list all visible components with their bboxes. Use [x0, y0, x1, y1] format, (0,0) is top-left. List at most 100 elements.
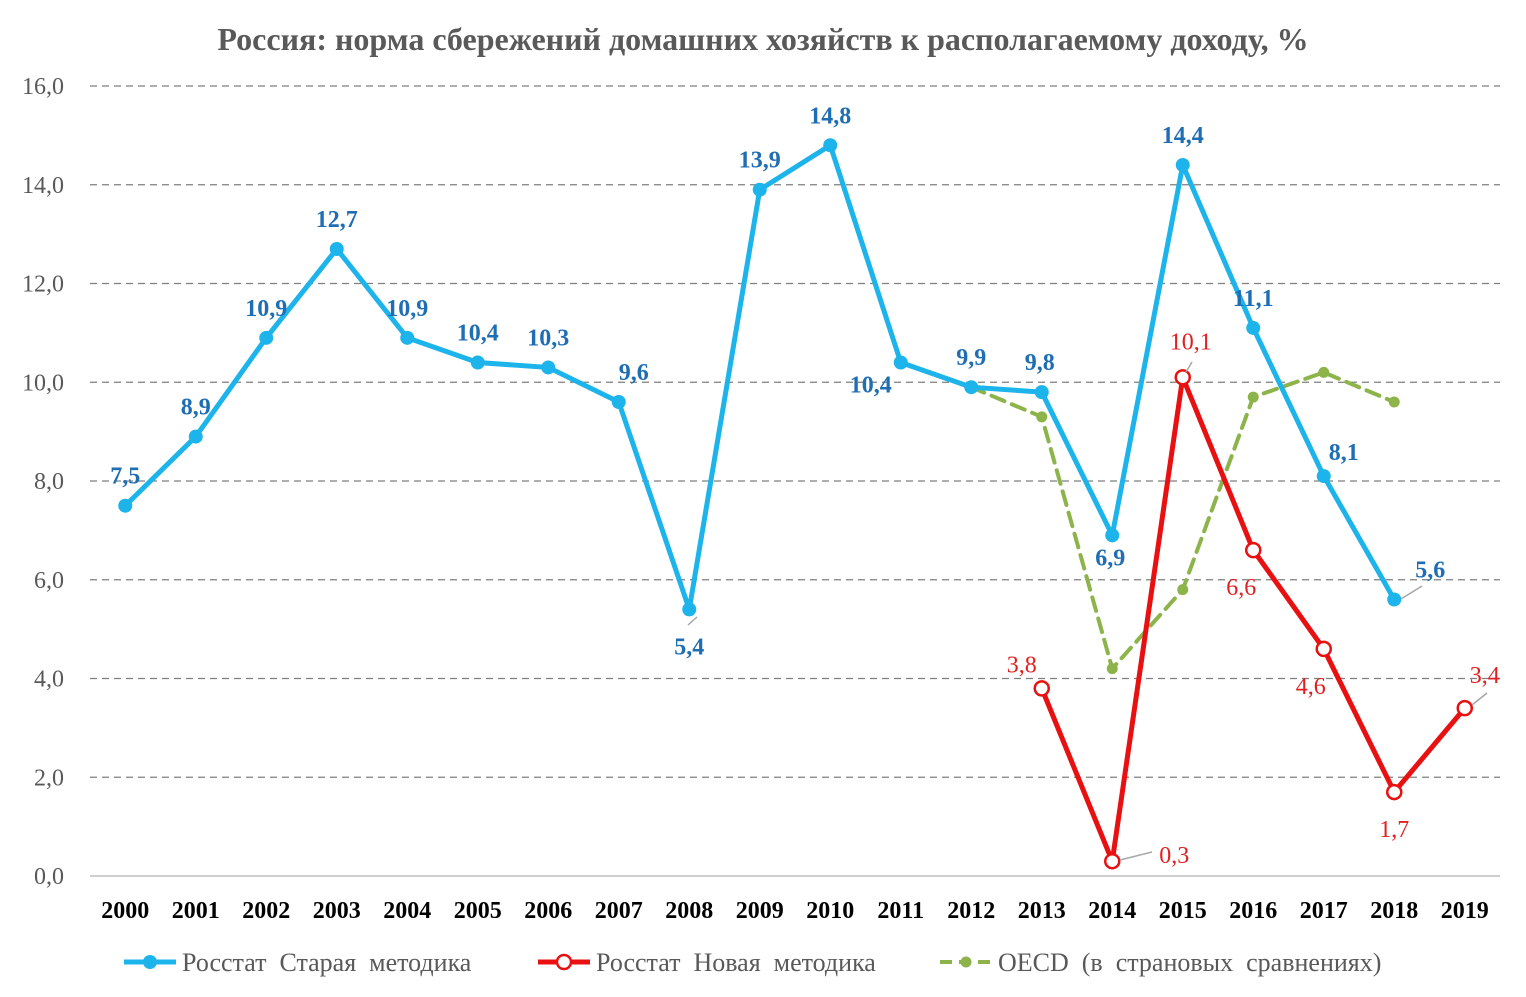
y-tick-label: 2,0	[34, 765, 64, 791]
data-point	[1316, 469, 1331, 484]
x-tick-label: 2018	[1370, 898, 1418, 924]
data-point	[1177, 584, 1189, 596]
data-label: 13,9	[739, 148, 781, 174]
y-tick-label: 0,0	[34, 864, 64, 890]
x-tick-label: 2002	[242, 898, 290, 924]
data-label: 10,1	[1170, 329, 1212, 355]
y-tick-label: 10,0	[22, 370, 64, 396]
x-tick-label: 2010	[806, 898, 854, 924]
data-label: 6,6	[1226, 575, 1256, 601]
data-label: 10,9	[245, 296, 287, 322]
x-tick-label: 2008	[665, 898, 713, 924]
data-point	[1034, 385, 1049, 400]
data-label: 1,7	[1379, 817, 1409, 843]
x-tick-label: 2013	[1018, 898, 1066, 924]
data-point	[1174, 369, 1191, 386]
data-point	[752, 182, 767, 197]
x-tick-label: 2016	[1229, 898, 1277, 924]
data-point	[188, 429, 203, 444]
data-point	[1033, 680, 1050, 697]
series-1	[1033, 369, 1473, 870]
data-point	[1245, 541, 1262, 559]
data-point	[1387, 592, 1402, 607]
data-point	[682, 602, 697, 617]
data-label: 6,9	[1095, 545, 1125, 571]
data-point	[470, 355, 485, 370]
data-point	[118, 498, 133, 513]
chart-title: Россия: норма сбережений домашних хозяйс…	[217, 21, 1308, 57]
data-label: 14,4	[1162, 123, 1204, 149]
x-tick-label: 2014	[1088, 898, 1136, 924]
x-tick-label: 2011	[877, 898, 924, 924]
x-axis: 2000 2001 2002 2003 2004 2005 2006 2007 2008 2009…	[90, 875, 1500, 924]
data-point	[1247, 391, 1259, 403]
x-tick-label: 2007	[595, 898, 643, 924]
data-label: 10,4	[850, 373, 892, 399]
series-layer	[118, 138, 1473, 870]
y-tick-label: 6,0	[34, 568, 64, 594]
series-line	[969, 370, 1397, 671]
series-0	[118, 138, 1402, 617]
data-point	[541, 360, 556, 375]
data-point	[1104, 852, 1121, 870]
data-label: 5,4	[674, 634, 704, 660]
legend-label: OECD (в страновых сравнениях)	[998, 948, 1381, 977]
label-leader-line	[1471, 692, 1488, 706]
legend-item: Росстат Новая методика	[538, 948, 876, 977]
x-tick-label: 2000	[101, 898, 149, 924]
label-leader-line	[1119, 851, 1153, 861]
data-labels: 7,5 8,9 10,9 12,7 10,9 10,4 10,3 9,6 5,4 13,9 14,8…	[110, 103, 1500, 869]
data-label: 12,7	[316, 207, 358, 233]
data-point	[1315, 640, 1332, 658]
x-tick-label: 2009	[736, 898, 784, 924]
data-label: 9,9	[956, 345, 986, 371]
x-tick-label: 2005	[454, 898, 502, 924]
data-point	[1318, 366, 1330, 378]
legend-item: Росстат Старая методика	[124, 948, 472, 977]
data-point	[329, 241, 344, 256]
data-label: 9,6	[619, 360, 649, 386]
x-tick-label: 2017	[1300, 898, 1348, 924]
legend: Росстат Старая методика Росстат Новая мет…	[124, 948, 1381, 977]
x-tick-label: 2006	[524, 898, 572, 924]
data-point	[1036, 411, 1048, 423]
label-leader-line	[1400, 585, 1423, 600]
label-leader-line	[687, 616, 698, 626]
y-tick-label: 8,0	[34, 469, 64, 495]
x-tick-label: 2004	[383, 898, 431, 924]
data-label: 4,6	[1296, 674, 1326, 700]
data-point	[1388, 396, 1400, 408]
x-tick-label: 2003	[313, 898, 361, 924]
data-point	[964, 380, 979, 395]
legend-item: OECD (в страновых сравнениях)	[940, 948, 1381, 977]
data-point	[1456, 699, 1473, 717]
x-tick-label: 2019	[1441, 898, 1489, 924]
data-point	[1106, 663, 1118, 675]
data-point	[1386, 783, 1403, 801]
data-point	[400, 330, 415, 345]
x-tick-label: 2001	[172, 898, 220, 924]
data-point	[1175, 158, 1190, 172]
data-point	[823, 138, 838, 153]
x-tick-label: 2012	[947, 898, 995, 924]
data-label: 14,8	[809, 103, 851, 129]
y-tick-label: 4,0	[34, 667, 64, 693]
label-leader-line	[1185, 361, 1193, 373]
data-label: 9,8	[1025, 350, 1055, 376]
data-label: 5,6	[1415, 558, 1445, 584]
y-tick-label: 14,0	[22, 173, 64, 199]
data-label: 10,4	[457, 321, 499, 347]
y-tick-label: 16,0	[22, 74, 64, 100]
data-label: 0,3	[1159, 843, 1189, 869]
y-tick-label: 12,0	[22, 272, 64, 298]
legend-marker	[960, 956, 972, 968]
legend-marker	[143, 955, 157, 969]
data-point	[611, 395, 626, 409]
data-label: 8,9	[181, 395, 211, 421]
data-point	[893, 355, 908, 370]
gridlines	[90, 85, 1500, 778]
data-label: 8,1	[1329, 440, 1359, 466]
data-label: 3,8	[1007, 652, 1037, 678]
data-point	[1105, 528, 1120, 543]
